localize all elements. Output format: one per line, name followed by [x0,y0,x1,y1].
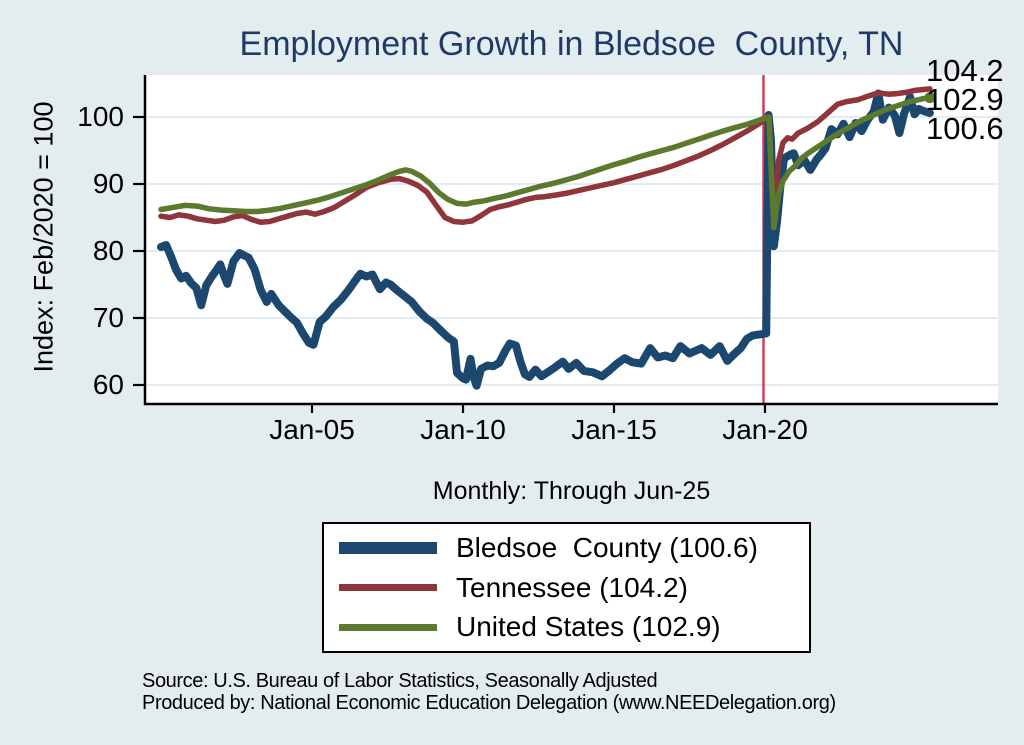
source-note: Source: U.S. Bureau of Labor Statistics,… [142,670,658,692]
legend-swatch-united_states [339,623,437,631]
series-end-marker-united_states [924,92,936,104]
end-value-annotation: 102.9 [926,82,1004,117]
chart-subtitle: Monthly: Through Jun-25 [432,477,711,505]
y-tick-label: 90 [92,168,124,199]
chart-title: Employment Growth in Bledsoe County, TN [239,25,904,63]
y-tick-label: 80 [92,235,124,266]
end-value-annotation: 104.2 [926,53,1004,88]
y-tick-label: 60 [92,369,124,400]
end-value-annotation: 100.6 [926,111,1004,146]
legend-label: Bledsoe County (100.6) [456,531,758,563]
legend-label: Tennessee (104.2) [456,571,688,603]
x-tick-label: Jan-20 [722,414,808,445]
legend-box: Bledsoe County (100.6) Tennessee (104.2) U… [322,522,811,653]
produced-by-note: Produced by: National Economic Education… [142,692,836,714]
legend-item: Bledsoe County (100.6) [339,532,809,564]
legend-swatch-bledsoe [339,541,437,554]
series-line-tennessee [158,86,933,229]
legend-item: Tennessee (104.2) [339,572,809,604]
legend-swatch-tennessee [339,584,437,591]
legend-item: United States (102.9) [339,611,809,643]
y-tick-label: 100 [77,101,124,132]
x-tick-label: Jan-10 [420,414,506,445]
series-line-united_states [158,94,933,231]
plot-area [145,75,998,404]
x-tick-label: Jan-15 [571,414,657,445]
x-tick-label: Jan-05 [269,414,355,445]
series-line-bledsoe [157,89,934,390]
y-tick-label: 70 [92,302,124,333]
legend-label: United States (102.9) [456,611,721,643]
